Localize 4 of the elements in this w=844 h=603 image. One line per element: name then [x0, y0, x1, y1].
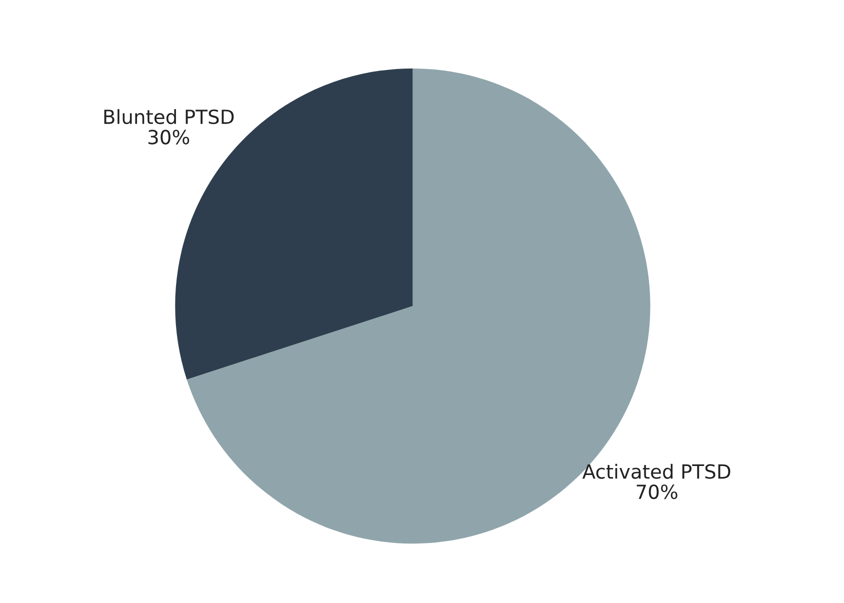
data-label: 70% — [636, 484, 678, 500]
data-label: 30% — [148, 130, 190, 144]
slice-label: Blunted PTSD — [104, 109, 234, 124]
slice-label: Activated PTSD — [582, 464, 730, 479]
